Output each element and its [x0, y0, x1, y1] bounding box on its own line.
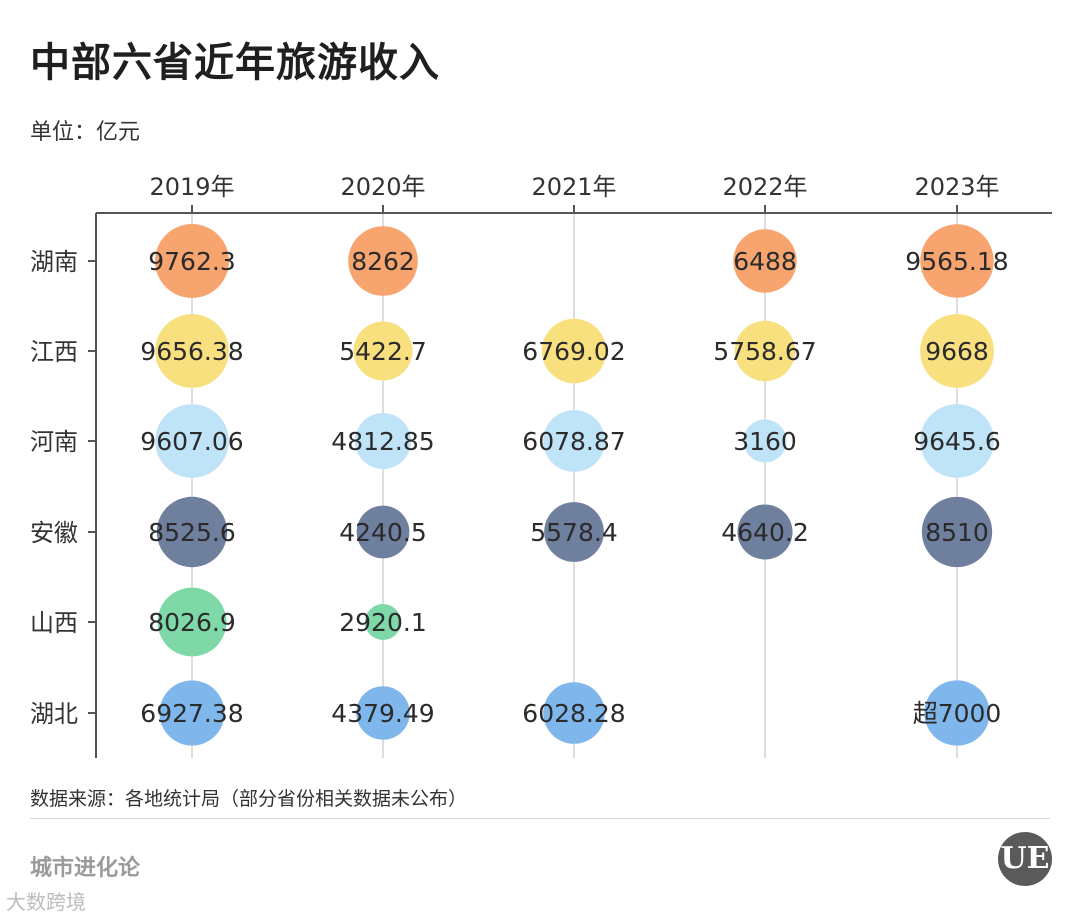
- bubble: [356, 505, 410, 559]
- row-label: 安徽: [30, 519, 78, 547]
- value-label: 2920.1: [339, 608, 426, 637]
- corner-watermark: 大数跨境: [6, 890, 86, 914]
- bubble: [365, 604, 401, 640]
- bubble: [356, 686, 410, 740]
- bubble: [157, 587, 227, 657]
- value-label: 9565.18: [905, 247, 1008, 276]
- bubble: [920, 224, 994, 298]
- bubble: [920, 404, 994, 478]
- bubble: [743, 419, 787, 463]
- value-label: 3160: [733, 427, 797, 456]
- value-label: 4240.5: [339, 518, 426, 547]
- unit-label: 单位：亿元: [30, 120, 141, 145]
- bubble: [541, 318, 607, 384]
- value-label: 6028.28: [522, 699, 625, 728]
- value-label: 9656.38: [140, 337, 243, 366]
- column-label: 2022年: [722, 173, 807, 201]
- column-label: 2019年: [149, 173, 234, 201]
- column-label: 2021年: [531, 173, 616, 201]
- value-label: 5422.7: [339, 337, 426, 366]
- bubble: [543, 682, 605, 744]
- bubble: [734, 320, 796, 382]
- value-label: 6488: [733, 247, 797, 276]
- row-label: 湖南: [30, 248, 78, 276]
- data-source-note: 数据来源：各地统计局（部分省份相关数据未公布）: [30, 788, 468, 810]
- brand-name: 城市进化论: [30, 856, 141, 881]
- column-label: 2020年: [340, 173, 425, 201]
- value-label: 9668: [925, 337, 989, 366]
- value-label: 4812.85: [331, 427, 434, 456]
- row-label: 江西: [30, 338, 78, 366]
- footer-divider: [30, 818, 1050, 819]
- bubble: [348, 226, 418, 296]
- bubble: [353, 321, 413, 381]
- value-label: 4379.49: [331, 699, 434, 728]
- row-label: 山西: [30, 609, 78, 637]
- value-label: 6927.38: [140, 699, 243, 728]
- bubble: [737, 504, 793, 560]
- bubble: [544, 502, 604, 562]
- row-label: 湖北: [30, 700, 78, 728]
- bubble: [733, 229, 797, 293]
- value-label: 9645.6: [913, 427, 1000, 456]
- bubble: [920, 314, 994, 388]
- bubble: [156, 496, 228, 568]
- value-label: 5758.67: [713, 337, 816, 366]
- value-label: 6078.87: [522, 427, 625, 456]
- column-label: 2023年: [914, 173, 999, 201]
- value-label: 9762.3: [148, 247, 235, 276]
- value-label: 6769.02: [522, 337, 625, 366]
- bubble: [155, 224, 229, 298]
- value-label: 8510: [925, 518, 989, 547]
- bubble: [155, 404, 229, 478]
- value-label: 8525.6: [148, 518, 235, 547]
- value-label: 9607.06: [140, 427, 243, 456]
- bubble: [921, 496, 993, 568]
- value-label: 5578.4: [530, 518, 617, 547]
- bubble: [355, 413, 411, 469]
- bubble: [924, 680, 990, 746]
- brand-logo: UE: [998, 832, 1052, 886]
- bubble: [543, 410, 605, 472]
- bubble: [155, 314, 229, 388]
- value-label: 超7000: [913, 699, 1002, 728]
- row-label: 河南: [30, 428, 78, 456]
- bubble: [159, 680, 225, 746]
- page-title: 中部六省近年旅游收入: [30, 40, 440, 86]
- value-label: 8262: [351, 247, 415, 276]
- value-label: 8026.9: [148, 608, 235, 637]
- value-label: 4640.2: [721, 518, 808, 547]
